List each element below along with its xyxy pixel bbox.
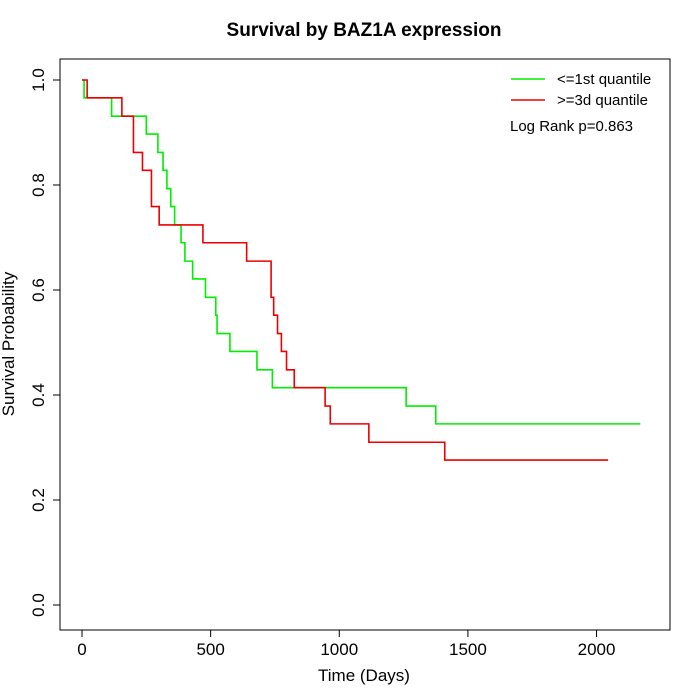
series-line-high-quantile [82,79,609,461]
y-tick-label: 0.0 [29,593,48,617]
y-tick-label: 0.6 [29,278,48,302]
log-rank-annotation: Log Rank p=0.863 [510,118,633,135]
series-layer [82,79,641,461]
x-axis-label: Time (Days) [318,666,410,685]
x-tick-label: 0 [77,640,86,659]
x-tick-label: 500 [196,640,224,659]
x-axis: 0 500 1000 1500 2000 [77,629,616,659]
x-tick-label: 1000 [320,640,358,659]
y-axis: 0.0 0.2 0.4 0.6 0.8 1.0 [29,68,61,617]
legend-label: <=1st quantile [557,71,651,88]
y-axis-label: Survival Probability [0,271,18,416]
x-tick-label: 2000 [578,640,616,659]
chart-title: Survival by BAZ1A expression [227,20,502,41]
y-tick-label: 0.4 [29,383,48,407]
y-tick-label: 0.2 [29,488,48,512]
series-line-low-quantile [82,79,641,425]
y-tick-label: 0.8 [29,173,48,197]
legend: <=1st quantile >=3d quantile [511,71,651,109]
legend-label: >=3d quantile [557,92,648,109]
y-tick-label: 1.0 [29,68,48,92]
x-tick-label: 1500 [449,640,487,659]
